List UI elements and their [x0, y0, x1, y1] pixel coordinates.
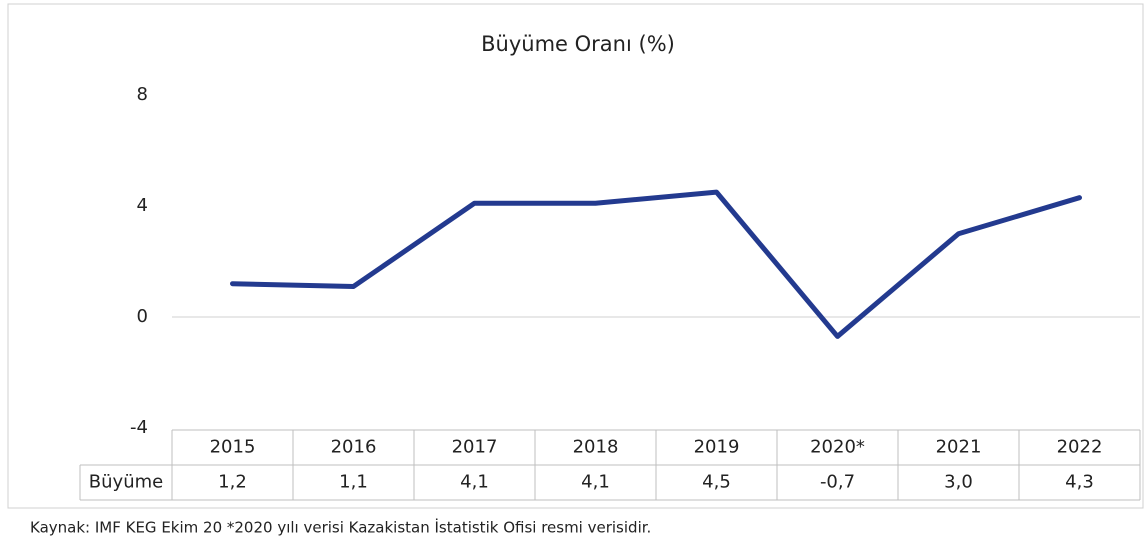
y-tick-label: 4 — [137, 195, 148, 216]
chart-frame — [7, 3, 1144, 509]
data-label: 4,5 — [702, 472, 731, 493]
y-tick-label: 8 — [137, 84, 148, 105]
x-tick-label: 2015 — [210, 437, 256, 458]
source-note: Kaynak: IMF KEG Ekim 20 *2020 yılı veris… — [30, 518, 651, 537]
x-tick-label: 2022 — [1057, 437, 1103, 458]
data-label: 4,3 — [1065, 472, 1094, 493]
legend-label: Büyüme — [89, 472, 163, 493]
data-label: -0,7 — [820, 472, 855, 493]
series-line — [230, 189, 1082, 339]
data-label: 4,1 — [581, 472, 610, 493]
x-tick-label: 2019 — [694, 437, 740, 458]
x-tick-label: 2018 — [573, 437, 619, 458]
data-label: 4,1 — [460, 472, 489, 493]
data-label: 3,0 — [944, 472, 973, 493]
chart-title: Büyüme Oranı (%) — [481, 32, 675, 56]
data-label: 1,2 — [218, 472, 247, 493]
data-label: 1,1 — [339, 472, 368, 493]
y-tick-label: -4 — [130, 417, 148, 438]
y-tick-label: 0 — [137, 306, 148, 327]
x-tick-label: 2020* — [810, 437, 865, 458]
x-tick-label: 2016 — [331, 437, 377, 458]
x-tick-label: 2021 — [936, 437, 982, 458]
x-tick-label: 2017 — [452, 437, 498, 458]
